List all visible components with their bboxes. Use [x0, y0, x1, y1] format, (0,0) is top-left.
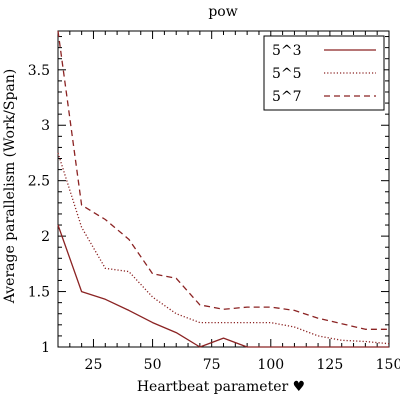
y-tick-label: 3.5 — [28, 63, 50, 79]
axis-ticks: 25 50 75 100 125 150 1 1.5 2 2.5 3 3.5 — [28, 31, 400, 373]
legend-label: 5^7 — [272, 89, 302, 105]
y-tick-label: 2.5 — [28, 174, 50, 190]
y-tick-label: 1 — [41, 340, 50, 356]
legend-label: 5^5 — [272, 66, 302, 82]
x-tick-label: 75 — [203, 357, 221, 373]
legend: 5^3 5^5 5^7 — [263, 35, 385, 111]
chart-title: pow — [208, 4, 237, 20]
series-line-3 — [57, 30, 389, 330]
x-axis-title: Heartbeat parameter ♥ — [137, 379, 305, 395]
y-tick-label: 3 — [41, 118, 50, 134]
x-tick-label: 50 — [144, 357, 162, 373]
y-tick-label: 2 — [41, 229, 50, 245]
series-line-1 — [57, 224, 389, 348]
y-tick-label: 1.5 — [28, 285, 50, 301]
x-tick-label: 150 — [376, 357, 400, 373]
series-layer — [57, 30, 390, 348]
x-tick-label: 125 — [317, 357, 344, 373]
x-tick-label: 100 — [257, 357, 284, 373]
y-axis-title: Average parallelism (Work/Span) — [2, 69, 18, 305]
series-line-2 — [57, 152, 390, 345]
legend-label: 5^3 — [272, 43, 302, 59]
x-tick-label: 25 — [85, 357, 103, 373]
